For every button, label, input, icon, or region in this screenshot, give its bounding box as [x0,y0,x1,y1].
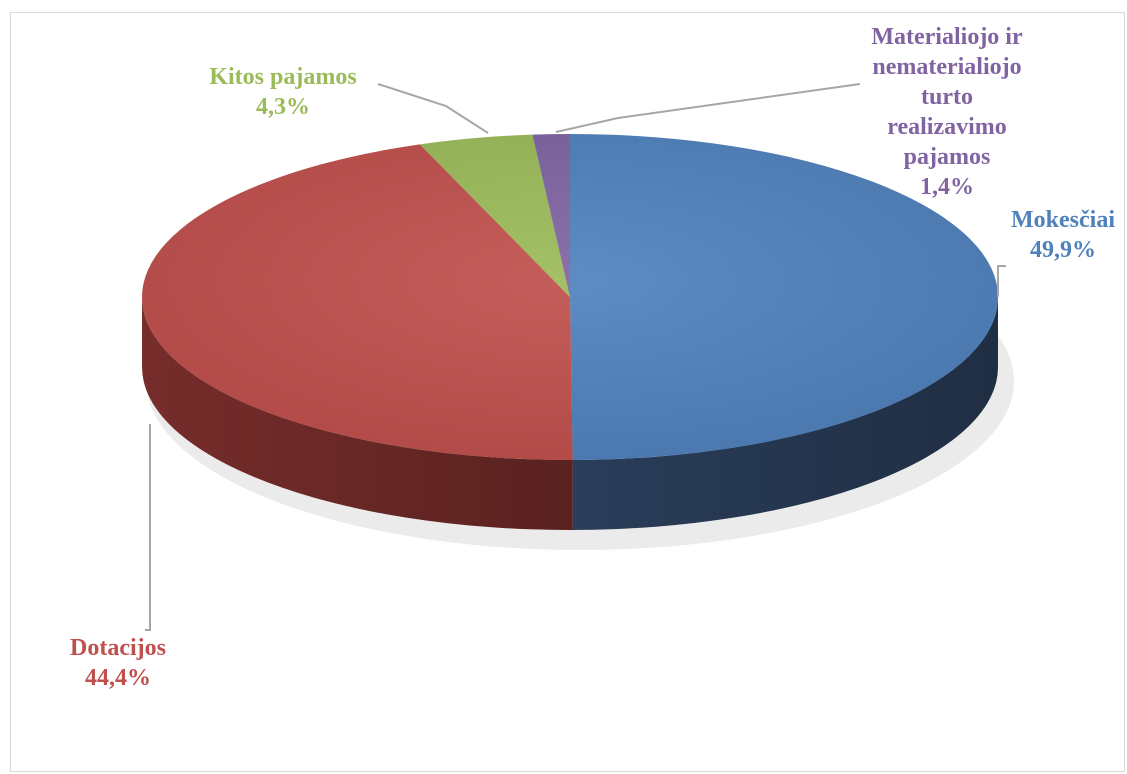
leader-line-1 [145,424,151,631]
data-label-0: Mokesčiai 49,9% [1011,207,1115,263]
leader-line-3 [555,83,861,133]
pie-side-shade-1 [142,297,573,530]
data-label-3: Materialiojo ir nematerialiojo turto realiz… [871,24,1023,200]
data-label-1: Dotacijos 44,4% [70,635,166,691]
leader-lines [145,83,1006,631]
pie-tops [142,134,998,461]
data-label-2: Kitos pajamos 4,3% [209,64,356,120]
pie-top-shine [142,134,998,460]
leader-line-0 [997,265,1006,297]
leader-line-2 [377,83,489,134]
data-labels: Mokesčiai 49,9% Dotacijos 44,4% Kitos pajamo… [70,24,1115,691]
pie-side-shade-0 [572,297,998,530]
